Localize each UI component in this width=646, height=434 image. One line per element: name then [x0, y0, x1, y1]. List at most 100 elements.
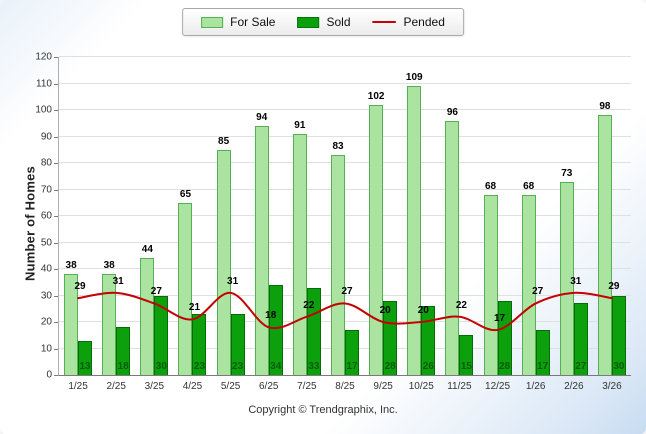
x-axis-label: 1/25: [68, 381, 88, 392]
bar-for-sale: [292, 133, 307, 375]
y-tick-label: 70: [40, 184, 52, 195]
for-sale-value-label: 73: [561, 167, 573, 179]
for-sale-value-label: 44: [141, 244, 153, 256]
gridline: [59, 82, 631, 84]
for-sale-value-label: 38: [103, 260, 115, 272]
sold-value-label: 26: [422, 361, 434, 372]
y-tick-label: 0: [46, 369, 52, 381]
sold-value-label: 33: [308, 361, 320, 372]
bar-for-sale: [178, 202, 193, 375]
x-axis-label: 3/25: [144, 381, 165, 392]
y-tick-mark: [54, 57, 58, 58]
bar-for-sale: [140, 258, 155, 375]
for-sale-value-label: 85: [218, 135, 230, 147]
x-axis-label: 8/25: [335, 381, 355, 392]
gridline: [59, 162, 631, 163]
bar-for-sale: [407, 86, 422, 375]
bar-for-sale: [597, 115, 612, 375]
y-tick-mark: [54, 189, 58, 191]
sold-value-label: 34: [270, 361, 282, 372]
pended-line-icon: [372, 21, 397, 23]
gridline: [59, 109, 631, 110]
x-axis-label: 7/25: [297, 381, 317, 392]
y-tick-mark: [54, 110, 58, 111]
y-tick-mark: [54, 242, 58, 244]
y-tick-mark: [54, 136, 58, 138]
for-sale-value-label: 91: [294, 119, 306, 131]
for-sale-value-label: 68: [523, 180, 535, 192]
y-tick-label: 10: [40, 343, 52, 354]
y-tick-mark: [54, 295, 58, 297]
sold-value-label: 13: [79, 361, 91, 372]
legend-item-for-sale: For Sale: [201, 15, 275, 29]
y-tick-label: 50: [40, 237, 52, 248]
pended-value-label: 18: [265, 310, 277, 322]
gridline: [59, 135, 631, 137]
y-tick-label: 80: [40, 157, 52, 169]
gridline: [59, 56, 631, 57]
bar-sold: [611, 295, 626, 375]
pended-value-label: 17: [493, 312, 506, 324]
for-sale-value-label: 94: [256, 111, 268, 123]
bar-for-sale: [254, 125, 269, 375]
y-tick-label: 40: [40, 263, 52, 275]
copyright-text: Copyright © Trendgraphix, Inc.: [248, 404, 398, 416]
y-tick-label: 60: [40, 210, 52, 222]
y-tick-mark: [54, 216, 58, 217]
bar-sold: [459, 335, 474, 375]
pended-value-label: 27: [341, 286, 353, 298]
x-axis-label: 9/25: [373, 381, 393, 392]
bar-for-sale: [331, 155, 345, 375]
sold-value-label: 23: [232, 361, 244, 372]
gridline: [59, 241, 631, 243]
y-tick-mark: [54, 163, 58, 164]
sold-value-label: 23: [193, 361, 206, 372]
pended-value-label: 22: [303, 299, 315, 311]
legend-pended-label: Pended: [403, 15, 445, 29]
x-axis-label: 5/25: [220, 381, 241, 392]
bar-for-sale: [483, 194, 498, 375]
for-sale-swatch-icon: [201, 16, 224, 28]
sold-value-label: 28: [498, 361, 511, 372]
sold-value-label: 30: [155, 361, 167, 372]
legend-item-pended: Pended: [372, 15, 445, 29]
y-tick-mark: [54, 83, 58, 85]
y-tick-mark: [54, 269, 58, 270]
x-axis-label: 3/26: [602, 381, 622, 392]
for-sale-value-label: 109: [405, 72, 423, 84]
sold-value-label: 27: [575, 361, 587, 372]
sold-value-label: 18: [117, 361, 129, 372]
y-axis-title: Number of Homes: [22, 166, 38, 281]
for-sale-value-label: 96: [446, 106, 458, 118]
pended-value-label: 29: [74, 281, 86, 293]
gridline: [59, 215, 631, 216]
bar-for-sale: [445, 120, 460, 375]
pended-value-label: 31: [227, 275, 239, 287]
for-sale-value-label: 98: [599, 101, 611, 113]
bar-for-sale: [102, 274, 117, 375]
gridline: [59, 188, 631, 190]
pended-value-label: 20: [379, 305, 391, 316]
sold-value-label: 15: [460, 361, 472, 372]
bar-sold: [78, 340, 93, 375]
pended-value-label: 20: [417, 305, 429, 316]
y-tick-label: 100: [35, 104, 52, 116]
pended-value-label: 27: [150, 286, 162, 298]
for-sale-value-label: 68: [484, 180, 497, 192]
x-axis-label: 6/25: [258, 381, 279, 392]
pended-value-label: 27: [532, 286, 544, 298]
y-tick-label: 90: [40, 131, 52, 142]
y-tick-label: 20: [40, 316, 52, 328]
pended-value-label: 21: [188, 302, 201, 314]
pended-value-label: 22: [455, 299, 467, 311]
y-tick-label: 110: [36, 78, 52, 89]
legend-sold-label: Sold: [326, 15, 351, 29]
chart-legend: For Sale Sold Pended: [182, 8, 464, 36]
x-axis-label: 10/25: [408, 381, 434, 392]
y-tick-label: 120: [35, 51, 52, 63]
pended-value-label: 29: [608, 281, 620, 293]
sold-swatch-icon: [297, 16, 320, 28]
for-sale-value-label: 102: [367, 90, 385, 102]
for-sale-value-label: 83: [332, 141, 344, 153]
